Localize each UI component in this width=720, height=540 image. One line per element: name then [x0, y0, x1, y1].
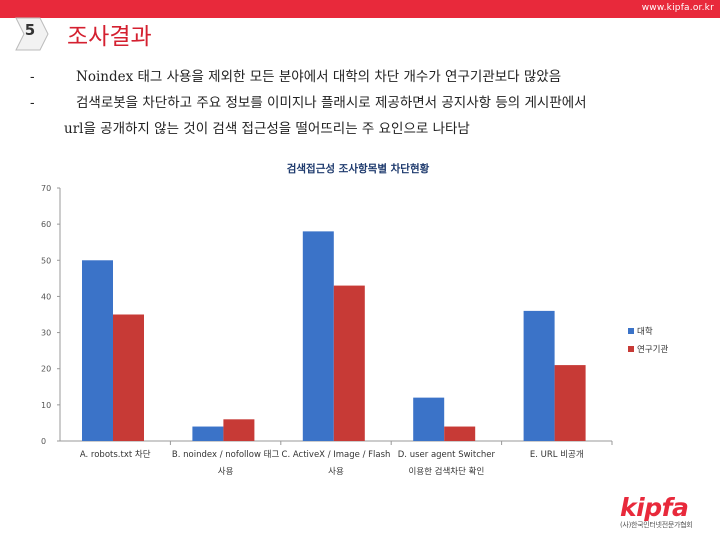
bar — [523, 310, 555, 441]
bullet-dash: - — [30, 95, 35, 111]
logo: kipfa (사)한국인터넷전문가협회 — [620, 493, 710, 536]
bullet-item: - 검색로봇을 차단하고 주요 정보를 이미지나 플래시로 제공하면서 공지사항… — [30, 90, 710, 116]
legend-label: 대학 — [637, 326, 653, 337]
bar — [302, 231, 334, 441]
y-tick-label: 70 — [41, 184, 51, 193]
y-tick-label: 30 — [41, 329, 51, 338]
x-tick-label: A. robots.txt 차단 — [80, 449, 151, 460]
legend-label: 연구기관 — [637, 344, 668, 355]
legend-swatch — [628, 346, 634, 352]
site-url: www.kipfa.or.kr — [641, 3, 714, 13]
bar — [223, 419, 255, 441]
chart-title: 검색접근성 조사항목별 차단현황 — [287, 162, 430, 175]
bar — [413, 397, 445, 441]
bullet-continuation: url을 공개하지 않는 것이 검색 접근성을 떨어뜨리는 주 요인으로 나타남 — [64, 121, 470, 137]
bar — [192, 426, 224, 441]
badge-shape — [15, 17, 49, 51]
bullet-list: - Noindex 태그 사용을 제외한 모든 분야에서 대학의 차단 개수가 … — [30, 64, 710, 142]
bar — [444, 426, 476, 441]
legend-swatch — [628, 328, 634, 334]
bar — [554, 365, 586, 441]
top-banner: www.kipfa.or.kr — [0, 0, 720, 18]
bullet-dash: - — [30, 69, 35, 85]
x-tick-label: 사용 — [218, 467, 234, 477]
section-number: 5 — [24, 21, 36, 39]
logo-subtitle: (사)한국인터넷전문가협회 — [620, 521, 693, 529]
x-tick-label: 사용 — [328, 467, 344, 477]
x-tick-label: D. user agent Switcher — [398, 450, 496, 460]
y-tick-label: 0 — [41, 437, 46, 446]
y-tick-label: 40 — [41, 292, 51, 301]
y-tick-label: 50 — [41, 256, 51, 265]
bar — [82, 260, 113, 441]
y-tick-label: 60 — [41, 220, 51, 229]
y-tick-label: 20 — [41, 365, 51, 374]
logo-wordmark: kipfa — [620, 493, 689, 522]
y-tick-label: 10 — [41, 401, 51, 410]
bar — [333, 285, 365, 441]
bar-chart: 검색접근성 조사항목별 차단현황 0 10 20 30 40 50 60 70 A. robots… — [41, 162, 668, 477]
bullet-text: Noindex 태그 사용을 제외한 모든 분야에서 대학의 차단 개수가 연구… — [76, 69, 562, 85]
bullet-item: - Noindex 태그 사용을 제외한 모든 분야에서 대학의 차단 개수가 … — [30, 64, 710, 90]
page-title: 조사결과 — [67, 24, 152, 50]
bar — [113, 314, 144, 441]
x-tick-label: 이용한 검색차단 확인 — [409, 466, 485, 477]
section-badge: 5 — [10, 14, 50, 54]
bullet-text: 검색로봇을 차단하고 주요 정보를 이미지나 플래시로 제공하면서 공지사항 등… — [76, 95, 587, 111]
x-tick-label: C. ActiveX / Image / Flash — [282, 450, 391, 460]
x-tick-label: E. URL 비공개 — [530, 449, 584, 460]
x-tick-label: B. noindex / nofollow 태그 — [172, 450, 280, 460]
